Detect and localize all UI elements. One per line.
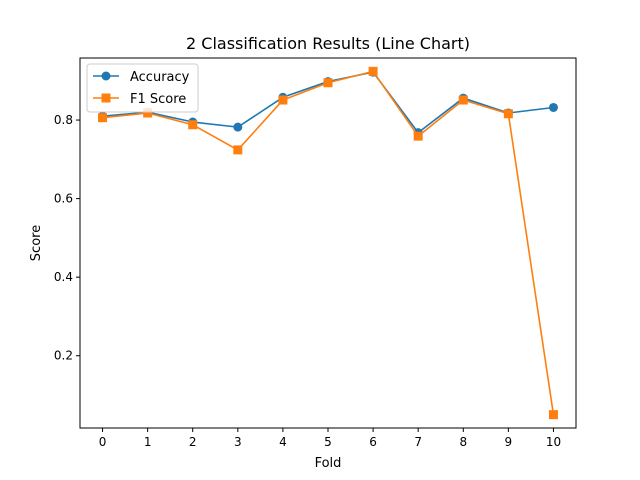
y-tick-label: 0.8 — [54, 113, 73, 127]
legend-marker — [101, 71, 111, 81]
series-1 — [98, 66, 558, 420]
x-tick-label: 5 — [324, 435, 332, 449]
x-tick-label: 8 — [459, 435, 467, 449]
data-point — [413, 131, 423, 141]
y-axis: 0.2 0.4 0.6 0.8 — [54, 113, 80, 363]
x-tick-label: 7 — [414, 435, 422, 449]
x-tick-label: 4 — [279, 435, 287, 449]
x-tick-label: 2 — [189, 435, 197, 449]
x-tick-label: 1 — [144, 435, 152, 449]
data-point — [188, 120, 198, 130]
data-point — [368, 66, 378, 76]
y-tick-label: 0.2 — [54, 349, 73, 363]
data-point — [548, 410, 558, 420]
x-tick-label: 9 — [505, 435, 513, 449]
data-point — [233, 145, 243, 155]
x-axis-label: Fold — [315, 456, 342, 471]
data-point — [323, 78, 333, 88]
legend-label: F1 Score — [130, 92, 186, 107]
x-tick-label: 3 — [234, 435, 242, 449]
data-point — [548, 102, 558, 112]
y-axis-label: Score — [29, 225, 44, 261]
data-point — [143, 108, 153, 118]
legend: Accuracy F1 Score — [86, 63, 199, 113]
chart-title: 2 Classification Results (Line Chart) — [186, 34, 470, 53]
data-point — [98, 113, 108, 123]
data-point — [278, 95, 288, 105]
series-layer — [98, 66, 558, 420]
data-point — [233, 122, 243, 132]
legend-marker — [101, 93, 111, 103]
x-tick-label: 0 — [99, 435, 107, 449]
legend-label: Accuracy — [130, 70, 190, 85]
data-point — [458, 95, 468, 105]
x-tick-label: 10 — [546, 435, 561, 449]
y-tick-label: 0.4 — [54, 270, 73, 284]
x-tick-label: 6 — [369, 435, 377, 449]
plot-area — [79, 57, 577, 429]
x-axis: 0 1 2 3 4 5 6 7 8 9 10 — [99, 428, 561, 449]
y-tick-label: 0.6 — [54, 192, 73, 206]
data-point — [503, 109, 513, 119]
